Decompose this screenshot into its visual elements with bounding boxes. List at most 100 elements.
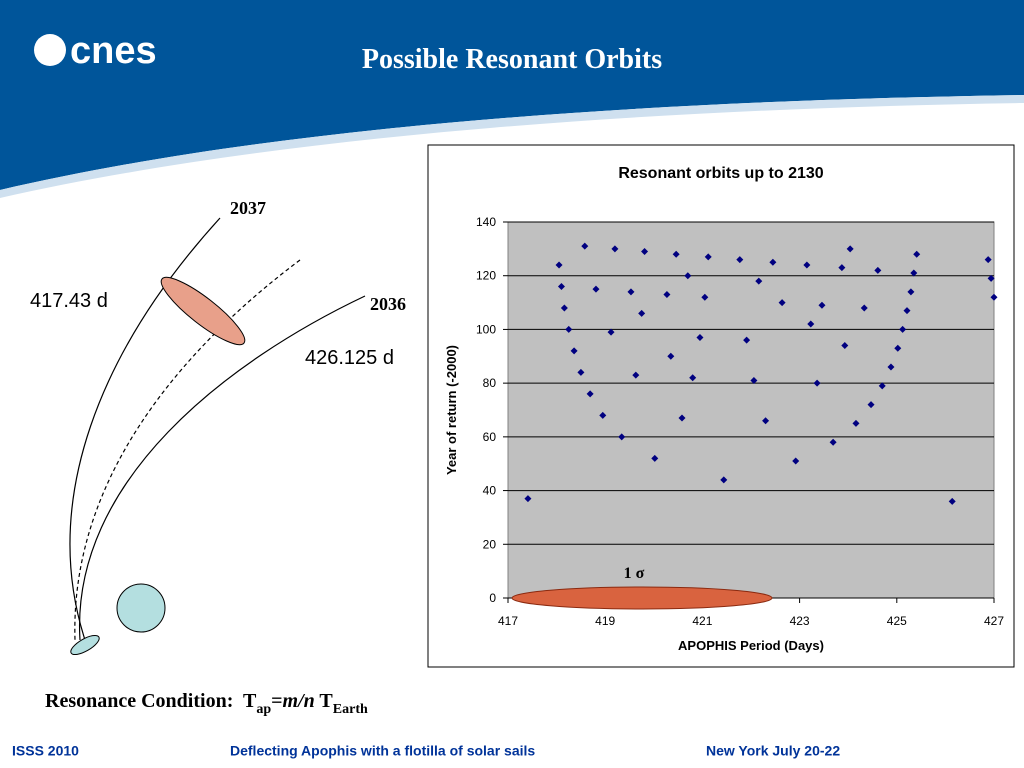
y-tick-label: 60: [483, 430, 497, 444]
x-tick-label: 419: [595, 614, 615, 628]
point: [874, 266, 882, 274]
point: [577, 368, 585, 376]
point: [704, 253, 712, 261]
point: [841, 342, 849, 350]
point: [769, 258, 777, 266]
point: [684, 272, 692, 280]
resonance-condition: Resonance Condition: Tap=m/n TEarth: [45, 690, 368, 717]
point: [878, 382, 886, 390]
earth: [116, 583, 166, 633]
point: [672, 250, 680, 258]
point: [755, 277, 763, 285]
point: [555, 261, 563, 269]
x-tick-label: 417: [498, 614, 518, 628]
point: [667, 352, 675, 360]
point: [913, 250, 921, 258]
footer-text: Deflecting Apophis with a flotilla of so…: [230, 743, 535, 759]
orbit-nominal: [74, 259, 301, 641]
text: T: [315, 690, 334, 712]
y-tick-label: 40: [483, 484, 497, 498]
point: [599, 411, 607, 419]
label: 2037: [230, 198, 266, 218]
keyhole: [160, 276, 246, 346]
label: 426.125 d: [305, 347, 394, 369]
point: [678, 414, 686, 422]
subscript: ap: [256, 702, 271, 717]
footer: [0, 735, 1024, 768]
orbit-2036: [79, 295, 366, 641]
plot-area: [507, 221, 995, 599]
point: [838, 264, 846, 272]
point: [632, 371, 640, 379]
point: [807, 320, 815, 328]
point: [818, 301, 826, 309]
point: [903, 307, 911, 315]
label: 417.43 d: [30, 290, 108, 312]
point: [689, 374, 697, 382]
x-tick-label: 427: [984, 614, 1004, 628]
point: [852, 419, 860, 427]
point: [887, 363, 895, 371]
point: [990, 293, 998, 301]
x-tick-label: 421: [692, 614, 712, 628]
point: [907, 288, 915, 296]
point: [846, 245, 854, 253]
point: [701, 293, 709, 301]
subscript: Earth: [333, 702, 368, 717]
point: [778, 299, 786, 307]
point: [592, 285, 600, 293]
y-tick-label: 140: [476, 215, 496, 229]
text: m/n: [283, 690, 315, 712]
text: Resonance Condition: T: [45, 690, 257, 712]
y-tick-label: 20: [483, 537, 497, 551]
point: [987, 274, 995, 282]
orbit-2037: [69, 217, 221, 641]
annotation: 1 σ: [624, 565, 645, 582]
point: [638, 309, 646, 317]
point: [720, 476, 728, 484]
point: [860, 304, 868, 312]
point: [867, 401, 875, 409]
point: [524, 495, 532, 503]
x-tick-label: 423: [790, 614, 810, 628]
moon: [70, 634, 100, 656]
x-axis-label: APOPHIS Period (Days): [678, 638, 824, 653]
point: [560, 304, 568, 312]
label: 2036: [370, 294, 406, 314]
footer-text: New York July 20-22: [706, 743, 840, 759]
sigma-range: [511, 586, 773, 610]
header-band: [0, 0, 1024, 190]
point: [750, 376, 758, 384]
point: [743, 336, 751, 344]
point: [736, 256, 744, 264]
footer-text: ISSS 2010: [12, 743, 79, 759]
y-tick-label: 0: [489, 591, 496, 605]
point: [557, 282, 565, 290]
point: [611, 245, 619, 253]
point: [581, 242, 589, 250]
chart-title: Resonant orbits up to 2130: [618, 165, 823, 182]
point: [803, 261, 811, 269]
point: [829, 438, 837, 446]
y-tick-label: 80: [483, 376, 497, 390]
point: [627, 288, 635, 296]
point: [565, 325, 573, 333]
text: =: [271, 690, 282, 712]
point: [696, 333, 704, 341]
chart: Resonant orbits up to 2130 0 20 40 60 80 100 12…: [444, 165, 1004, 653]
point: [618, 433, 626, 441]
point: [984, 256, 992, 264]
logo-mark: [34, 34, 66, 66]
y-tick-label: 100: [476, 322, 496, 336]
point: [663, 291, 671, 299]
point: [899, 325, 907, 333]
point: [641, 248, 649, 256]
y-axis-label: Year of return (-2000): [444, 345, 459, 475]
point: [607, 328, 615, 336]
point: [813, 379, 821, 387]
orbit-diagram: [69, 217, 366, 641]
point: [762, 417, 770, 425]
point: [948, 497, 956, 505]
slide-title: Possible Resonant Orbits: [362, 44, 662, 75]
